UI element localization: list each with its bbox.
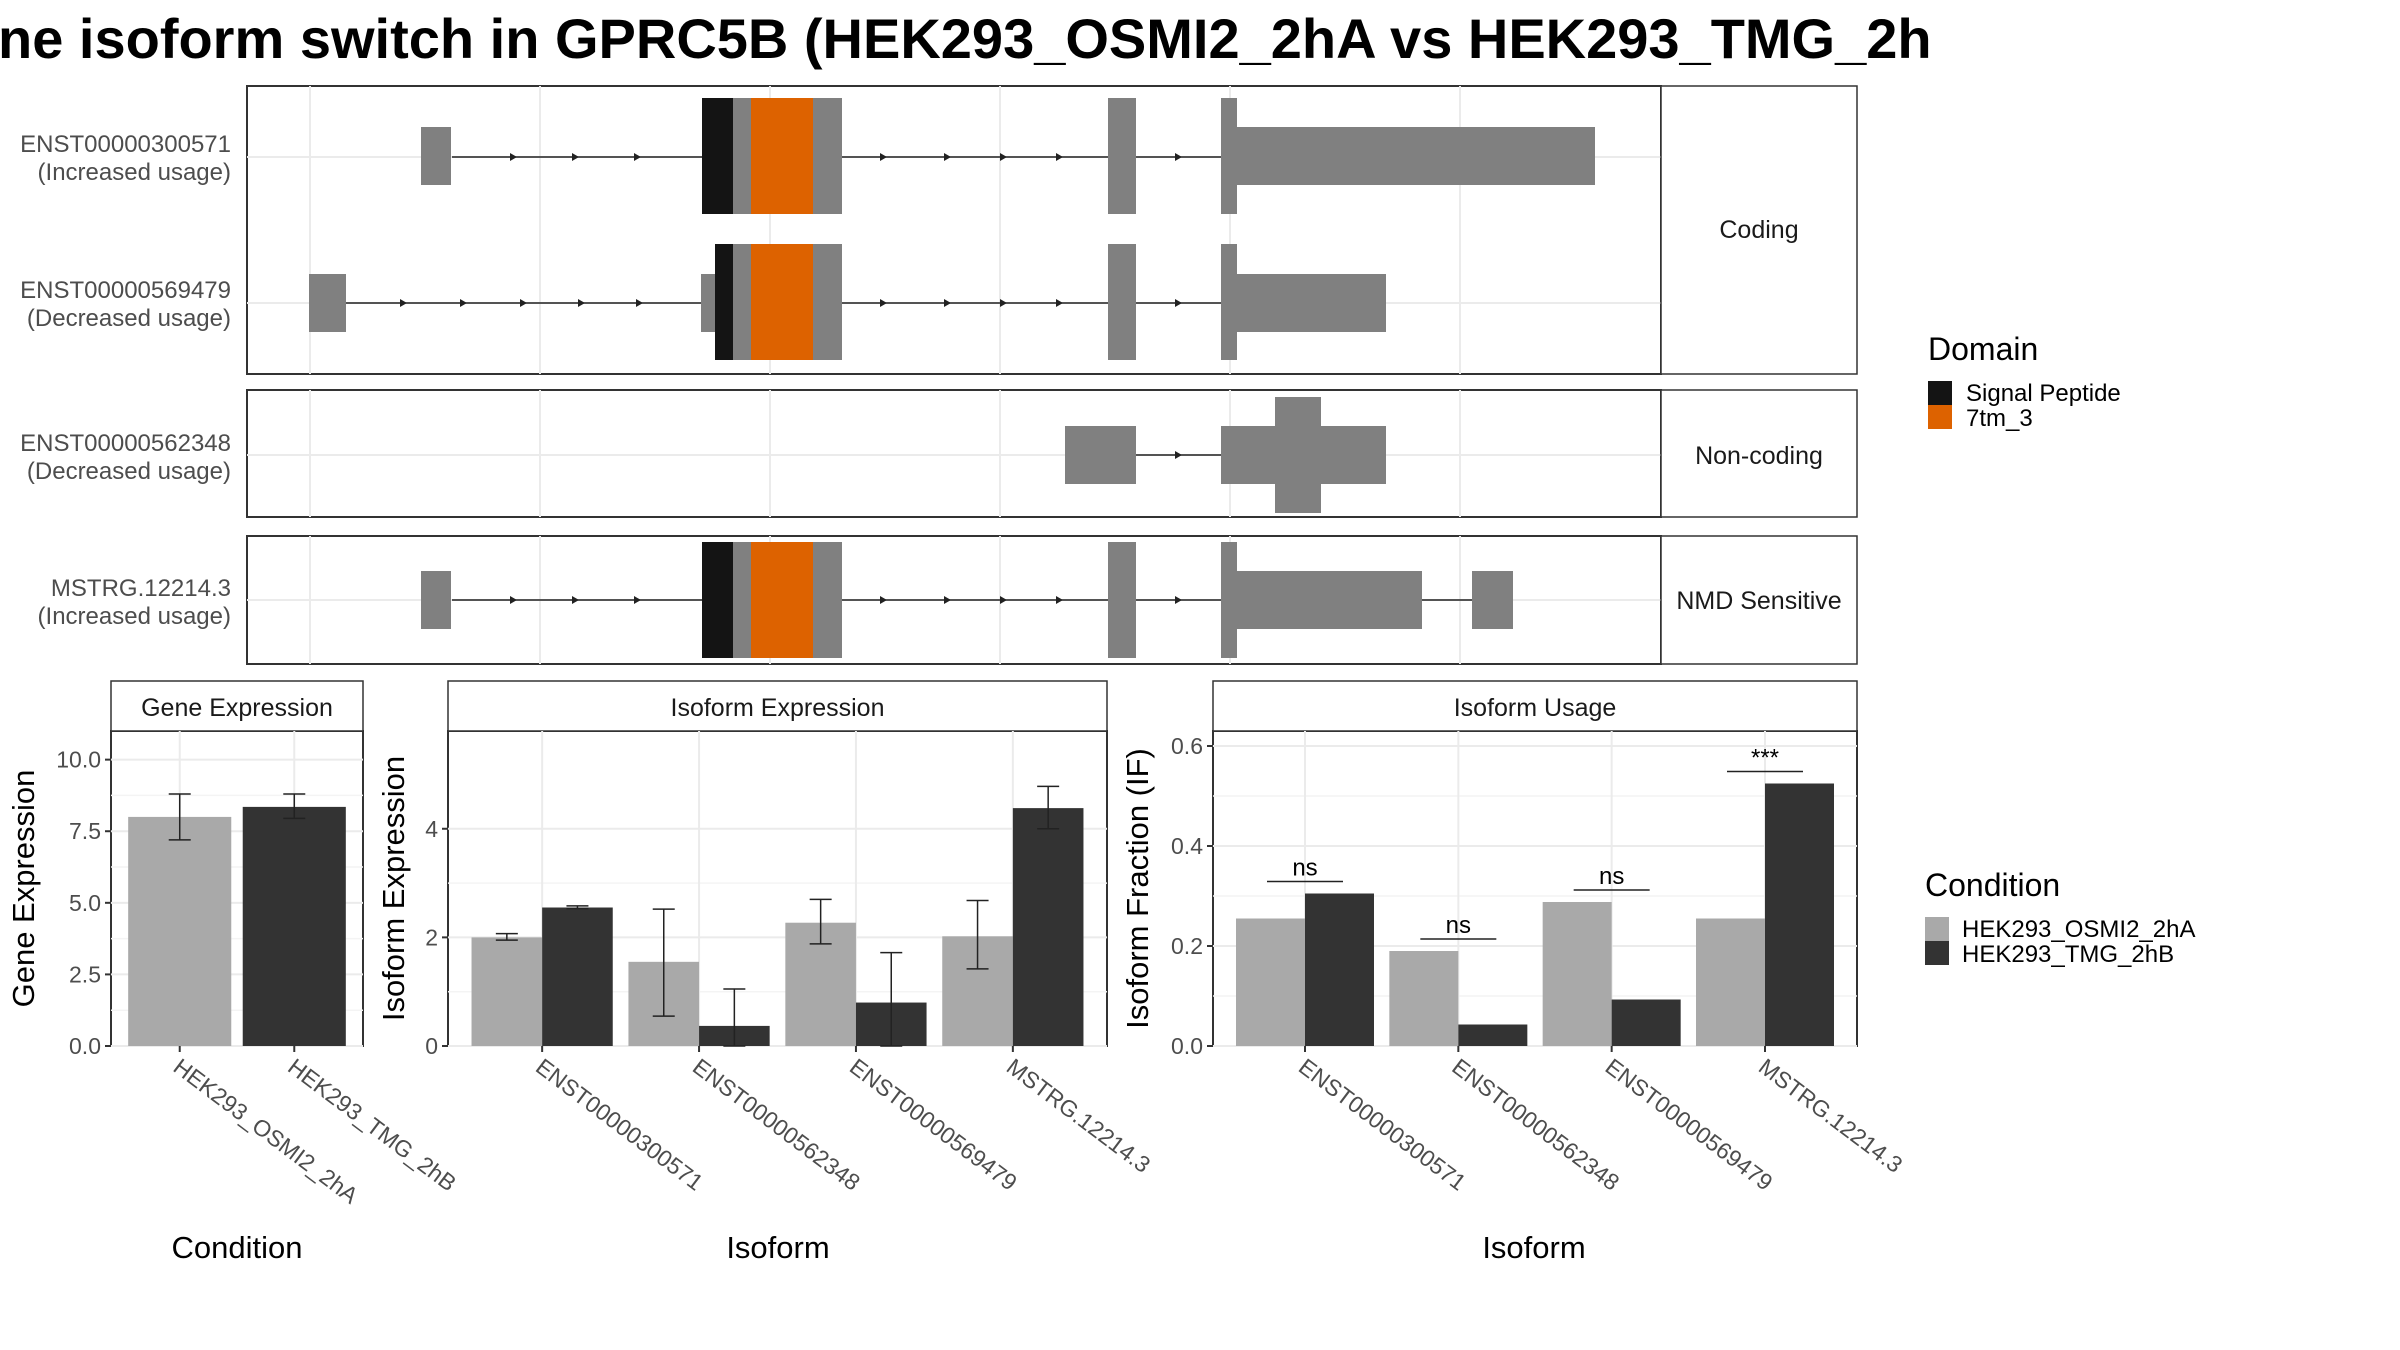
y-tick-label: 4: [425, 816, 438, 842]
y-tick-label: 5.0: [69, 890, 101, 916]
legend-label: HEK293_OSMI2_2hA: [1962, 916, 2195, 943]
transcript-label: ENST00000569479: [20, 277, 231, 304]
domain-legend-title: Domain: [1928, 331, 2038, 367]
facet-strip: [1212, 680, 1858, 732]
chart-1: Isoform Expression024ENST00000300571ENST…: [376, 680, 1155, 1265]
facet-label-coding: Coding: [1719, 216, 1798, 244]
transcript-usage: (Increased usage): [38, 603, 231, 630]
facet-strip-nmd: [1660, 535, 1858, 665]
x-axis-title: Condition: [172, 1230, 303, 1265]
significance-label: ns: [1292, 855, 1317, 882]
significance-label: ns: [1599, 863, 1624, 890]
x-tick-label: ENST00000562348: [1447, 1053, 1624, 1195]
y-tick-label: 7.5: [69, 818, 101, 844]
y-tick-label: 2: [425, 924, 438, 950]
bar: [1765, 783, 1834, 1046]
facet-strip-noncoding: [1660, 389, 1858, 518]
transcript-MSTRG.12214.3: [421, 542, 1513, 658]
transcript-usage: (Decreased usage): [27, 458, 231, 485]
transcript-ENST00000300571: [421, 98, 1595, 214]
bar-charts: Gene Expression 0.0 2.5 5.0 7.5 10.0 HEK293_OS…: [6, 680, 1907, 1265]
x-tick-label: ENST00000300571: [531, 1053, 708, 1195]
bar: [1611, 999, 1681, 1046]
significance-label: ns: [1446, 912, 1471, 939]
bar: [1542, 902, 1612, 1046]
bar: [1012, 808, 1084, 1046]
x-tick-label: ENST00000569479: [1601, 1053, 1778, 1195]
y-tick-label: 0.2: [1171, 933, 1203, 959]
bar: [242, 806, 346, 1046]
legend-swatch-signal-peptide: [1928, 381, 1952, 405]
legend-label: HEK293_TMG_2hB: [1962, 941, 2174, 968]
x-tick-label: ENST00000562348: [688, 1053, 865, 1195]
legend-swatch-cond-a: [1925, 917, 1949, 941]
7tm3-domain: [751, 98, 813, 214]
7tm3-domain: [751, 244, 813, 360]
domain-legend: Domain Signal Peptide 7tm_3: [1928, 331, 2121, 432]
chart-0: Gene Expression 0.0 2.5 5.0 7.5 10.0 HEK293_OS…: [6, 680, 461, 1265]
y-tick-label: 0.4: [1171, 833, 1203, 859]
chart-title: Isoform Expression: [671, 694, 885, 722]
facet-label-nmd: NMD Sensitive: [1676, 587, 1841, 615]
y-tick-label: 2.5: [69, 961, 101, 987]
bar: [1389, 951, 1459, 1046]
x-axis-title: Isoform: [726, 1230, 829, 1265]
signal-peptide-domain: [702, 98, 733, 214]
signal-peptide-domain: [702, 542, 733, 658]
y-tick-label: 0.0: [1171, 1033, 1203, 1059]
transcript-label: ENST00000562348: [20, 430, 231, 457]
7tm3-domain: [751, 542, 813, 658]
bar: [471, 937, 543, 1046]
chart-title: Gene Expression: [141, 694, 333, 722]
transcript-ENST00000562348: [1065, 397, 1386, 513]
x-tick-label: HEK293_OSMI2_2hA: [169, 1053, 364, 1209]
x-tick-label: ENST00000569479: [845, 1053, 1022, 1195]
y-tick-label: 10.0: [56, 747, 101, 773]
signal-peptide-domain: [715, 244, 733, 360]
facet-strip: [447, 680, 1108, 732]
figure-title: ne isoform switch in GPRC5B (HEK293_OSMI…: [0, 7, 1932, 70]
significance-label: ***: [1751, 745, 1779, 772]
legend-label: 7tm_3: [1966, 405, 2033, 432]
y-tick-label: 0.0: [69, 1033, 101, 1059]
y-tick-label: 0.6: [1171, 733, 1203, 759]
bar: [1236, 918, 1305, 1046]
bar: [1305, 893, 1374, 1046]
legend-swatch-7tm3: [1928, 405, 1952, 429]
transcript-label: ENST00000300571: [20, 131, 231, 158]
y-axis-title: Isoform Fraction (IF): [1120, 748, 1155, 1029]
x-tick-label: ENST00000300571: [1294, 1053, 1471, 1195]
transcript-label: MSTRG.12214.3: [51, 575, 231, 602]
x-tick-label: MSTRG.12214.3: [1002, 1053, 1155, 1178]
facet-strip: [110, 680, 364, 732]
bar: [542, 907, 613, 1046]
y-axis-title: Gene Expression: [6, 770, 41, 1008]
bar: [1696, 918, 1765, 1046]
chart-title: Isoform Usage: [1454, 694, 1617, 722]
y-tick-label: 0: [425, 1033, 438, 1059]
structure-panel: Coding: [20, 85, 2121, 665]
legend-label: Signal Peptide: [1966, 380, 2121, 407]
bar: [128, 816, 232, 1046]
x-axis-title: Isoform: [1482, 1230, 1585, 1265]
transcript-usage: (Increased usage): [38, 159, 231, 186]
chart-2: Isoform Usage 0.0 0.2 0.4 0.6 ns ns ns *** ENST00…: [1120, 680, 1907, 1265]
facet-label-noncoding: Non-coding: [1695, 442, 1823, 470]
x-tick-label: MSTRG.12214.3: [1754, 1053, 1907, 1178]
condition-legend: Condition HEK293_OSMI2_2hA HEK293_TMG_2h…: [1925, 867, 2195, 968]
y-axis-title: Isoform Expression: [376, 756, 411, 1021]
transcript-usage: (Decreased usage): [27, 305, 231, 332]
legend-swatch-cond-b: [1925, 941, 1949, 965]
transcript-ENST00000569479: [309, 244, 1386, 360]
facet-strip-coding: [1660, 85, 1858, 375]
condition-legend-title: Condition: [1925, 867, 2060, 903]
noncoding-panel: [246, 389, 1662, 518]
bar: [1458, 1024, 1528, 1046]
